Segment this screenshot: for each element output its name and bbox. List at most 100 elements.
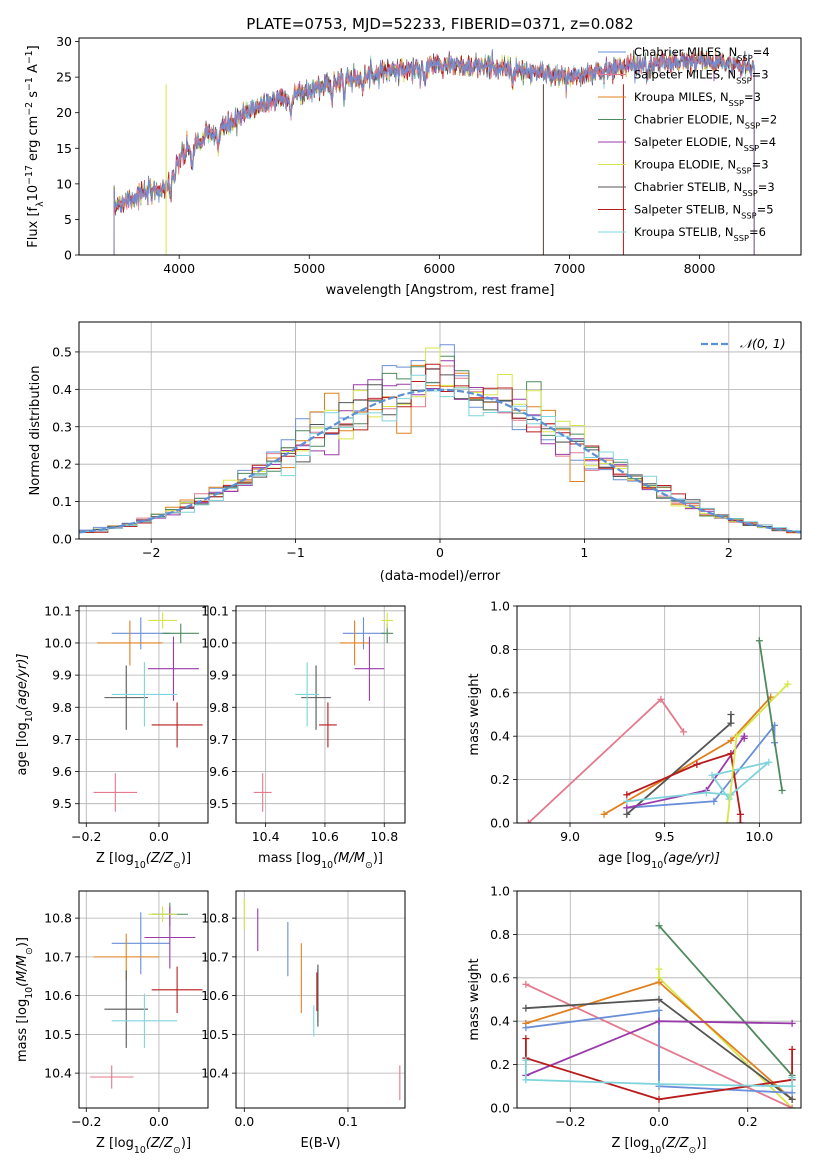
legend-label-part: Chabrier ELODIE, N: [634, 113, 745, 127]
x-tick-label: 4000: [163, 261, 195, 276]
axes-frame: [78, 321, 802, 540]
legend-label: Chabrier ELODIE, NSSP=2: [634, 113, 777, 131]
x-axis-label-part: 10: [649, 1145, 661, 1156]
y-tick-label: 15: [56, 141, 72, 156]
y-axis-label-part: −17: [24, 165, 35, 185]
legend-label-part: Salpeter STELIB, N: [634, 203, 741, 217]
y-tick-label: 10.1: [201, 603, 229, 618]
legend-label-part: SSP: [736, 76, 751, 86]
y-axis-label-part: (age/yr)]: [15, 654, 30, 711]
x-axis-label-part: (Z/Z: [661, 1136, 689, 1151]
y-tick-label: 9.5: [209, 796, 229, 811]
legend-label: Chabrier STELIB, NSSP=3: [634, 180, 775, 198]
x-axis-label: Z [log10(Z/Z⊙)]: [611, 1136, 706, 1156]
panel-mass-vs-z: −0.2 0.010.410.510.610.710.8Z [log10(Z/Z⊙…: [15, 890, 209, 1156]
chart-title: PLATE=0753, MJD=52233, FIBERID=0371, z=0…: [246, 15, 633, 33]
x-tick-label: 0.2: [738, 1114, 758, 1129]
x-tick-label: 6000: [423, 261, 455, 276]
axes-frame: [78, 37, 802, 256]
x-tick-label: −0.2: [555, 1114, 585, 1129]
x-tick-label: 8000: [684, 261, 716, 276]
y-axis-label-part: −2: [24, 102, 35, 116]
legend-label: Kroupa MILES, NSSP=3: [634, 90, 761, 108]
axes-frame: [516, 890, 802, 1109]
y-tick-label: 10.5: [201, 1027, 229, 1042]
y-tick-label: 0.4: [490, 729, 510, 744]
weight-line-6: [626, 761, 770, 803]
x-axis-label-part: ⊙: [173, 860, 181, 871]
legend-label-part: Kroupa MILES, N: [634, 90, 729, 104]
weight-line-8: [758, 640, 783, 791]
y-tick-label: 0.2: [490, 772, 510, 787]
x-axis-label-part: ⊙: [365, 860, 373, 871]
y-tick-label: 0.2: [52, 457, 72, 472]
axes-frame: [516, 605, 802, 824]
legend-label-part: SSP: [741, 211, 756, 221]
panel-weight-vs-z: −0.2 0.0 0.2 0.0 0.2 0.4 0.6 0.8 1.0 Z [log10(Z/Z…: [467, 884, 802, 1156]
x-tick-label: 9.0: [560, 829, 580, 844]
y-axis-label-part: age [log: [15, 722, 30, 775]
y-tick-label: 0.4: [52, 382, 72, 397]
x-axis-label-part: Z [log: [96, 851, 134, 866]
x-tick-label: −0.2: [71, 1114, 101, 1129]
y-axis-label-part: Flux [f: [26, 206, 41, 247]
x-tick-label: 10.0: [745, 829, 773, 844]
legend-label-part: =3: [758, 180, 775, 194]
legend-label-part: Kroupa STELIB, N: [634, 225, 734, 239]
x-axis-label-part: ⊙: [689, 1145, 697, 1156]
legend-label-part: SSP: [745, 121, 760, 131]
legend-label-part: =3: [752, 158, 769, 172]
legend-label: 𝒩(0, 1): [740, 336, 786, 351]
y-tick-label: 10.8: [44, 911, 72, 926]
legend-label-part: =6: [749, 225, 766, 239]
axes-frame: [235, 605, 406, 824]
y-tick-label: 10.7: [44, 949, 72, 964]
y-tick-label: 0.2: [490, 1057, 510, 1072]
panel-residuals: −2 −1 0 1 2 0.0 0.1 0.2 0.3 0.4 0.5 (data-model)/er…: [28, 321, 802, 584]
y-tick-label: 10.6: [44, 988, 72, 1003]
x-axis-label-part: ⊙: [173, 1145, 181, 1156]
legend-label-part: SSP: [742, 188, 757, 198]
y-tick-label: 0.6: [490, 970, 510, 985]
x-axis-label-part: 10: [321, 860, 333, 871]
plot-area: [522, 922, 796, 1108]
axes-frame: [235, 890, 406, 1109]
plot-area: [113, 46, 755, 255]
panel-age-vs-z: −0.2 0.09.59.69.79.89.910.010.1Z [log10(Z…: [15, 603, 209, 871]
x-tick-label: 9.5: [655, 829, 675, 844]
legend-label-part: SSP: [744, 143, 759, 153]
y-axis-label: mass weight: [467, 958, 482, 1040]
y-tick-label: 0.5: [52, 344, 72, 359]
legend-label-part: =4: [759, 135, 776, 149]
x-axis-label-part: Z [log: [611, 1136, 649, 1151]
legend-label: Salpeter ELODIE, NSSP=4: [634, 135, 776, 153]
x-axis-label-part: )]: [373, 851, 383, 866]
panel-weight-vs-age: 9.0 9.5 10.0 0.0 0.2 0.4 0.6 0.8 1.0 age [log10(a…: [467, 599, 802, 871]
y-tick-label: 1.0: [490, 599, 510, 614]
legend-label-part: =2: [760, 113, 777, 127]
y-tick-label: 0.6: [490, 685, 510, 700]
y-tick-label: 10.6: [201, 988, 229, 1003]
y-tick-label: 10.4: [44, 1066, 72, 1081]
y-axis-label-part: A: [26, 64, 41, 77]
x-tick-label: 10.4: [252, 829, 280, 844]
y-tick-label: 10.0: [201, 635, 229, 650]
x-axis-label: age [log10(age/yr)]: [598, 851, 720, 871]
y-tick-label: 0.0: [490, 816, 510, 831]
grid-lines: [79, 606, 208, 823]
x-axis-label-part: (Z/Z: [146, 851, 174, 866]
grid-lines: [79, 891, 208, 1108]
legend-label-part: SSP: [729, 98, 744, 108]
x-axis-label-part: 10: [134, 860, 146, 871]
y-axis-label-part: −1: [24, 77, 35, 91]
y-tick-label: 1.0: [490, 884, 510, 899]
weight-line-1: [603, 696, 772, 816]
y-tick-label: 25: [56, 70, 72, 85]
legend-label-part: =5: [757, 203, 774, 217]
x-axis-label-part: )]: [696, 1136, 706, 1151]
y-tick-label: 10.5: [44, 1027, 72, 1042]
x-axis-label-part: Z [log: [96, 1136, 134, 1151]
y-axis-label: age [log10(age/yr)]: [15, 654, 35, 776]
x-axis-label-part: (age/yr)]: [663, 851, 720, 866]
y-axis-label-part: mass [log: [15, 999, 30, 1062]
